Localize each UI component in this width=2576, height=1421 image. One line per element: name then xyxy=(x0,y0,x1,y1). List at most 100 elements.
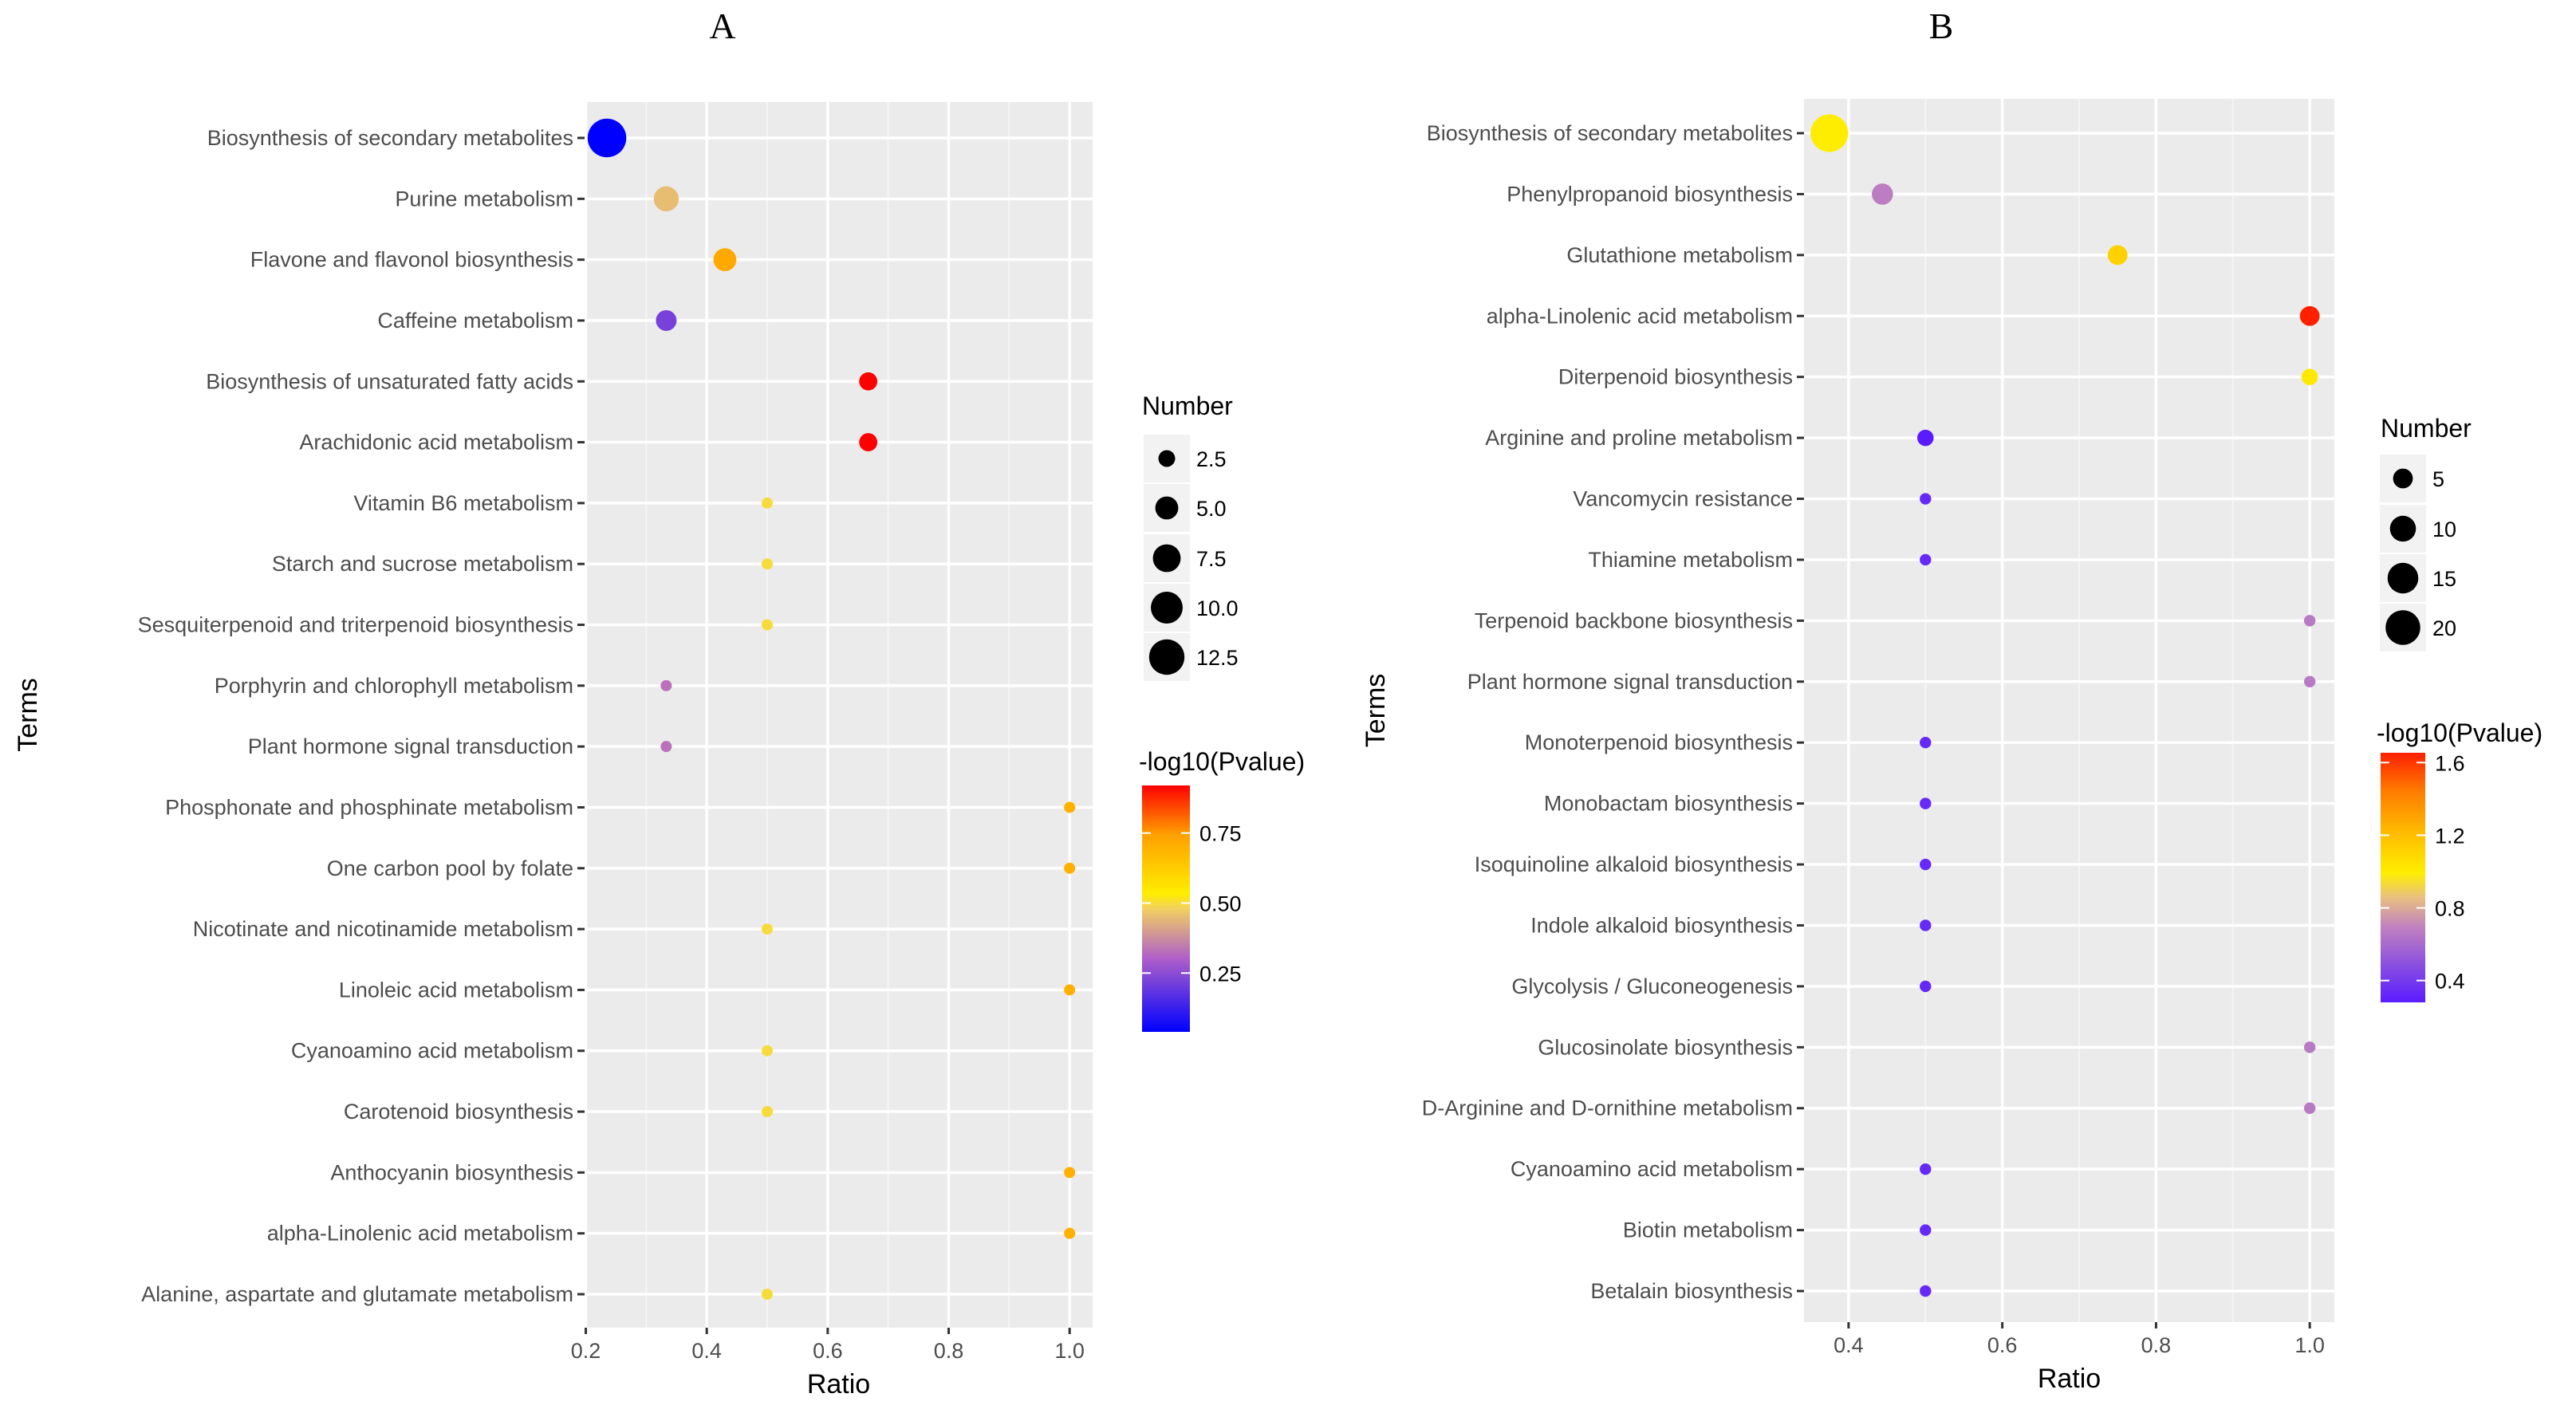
colorbar-label: 0.4 xyxy=(2435,970,2465,994)
y-tick-label: Glycolysis / Gluconeogenesis xyxy=(1511,974,1793,998)
size-legend-key xyxy=(1158,450,1176,467)
color-legend-title: -log10(Pvalue) xyxy=(1139,747,1305,776)
y-tick-label: alpha-Linolenic acid metabolism xyxy=(1487,304,1793,328)
panel-label: B xyxy=(1929,6,1954,46)
y-tick-label: Biosynthesis of unsaturated fatty acids xyxy=(206,369,573,393)
y-tick-label: Glutathione metabolism xyxy=(1566,243,1793,267)
size-legend-key xyxy=(2393,468,2413,489)
data-point xyxy=(762,923,774,935)
y-axis-title: Terms xyxy=(1361,674,1391,748)
y-tick-label: Glucosinolate biosynthesis xyxy=(1538,1035,1793,1059)
y-tick-label: Arginine and proline metabolism xyxy=(1485,426,1793,450)
x-tick-label: 0.6 xyxy=(1987,1333,2018,1357)
plot-background xyxy=(1804,99,2334,1322)
data-point xyxy=(2303,615,2316,627)
data-point xyxy=(2303,675,2316,687)
x-tick-label: 0.8 xyxy=(2141,1333,2172,1357)
size-legend-label: 7.5 xyxy=(1196,547,1227,571)
size-legend-label: 10.0 xyxy=(1196,596,1239,620)
data-point xyxy=(2303,1102,2316,1114)
size-legend-key xyxy=(2387,562,2419,594)
data-point xyxy=(1920,1163,1932,1175)
colorbar-label: 0.8 xyxy=(2435,897,2465,921)
data-point xyxy=(2107,245,2128,266)
panel-a: A 0.2 0.4 0.6 0.8 1.0 Biosynthesis of secondar… xyxy=(13,6,1305,1399)
y-tick-label: Biotin metabolism xyxy=(1623,1218,1793,1242)
y-tick-label: Monobactam biosynthesis xyxy=(1544,792,1793,816)
y-tick-label: Cyanoamino acid metabolism xyxy=(291,1039,573,1063)
y-tick-label: Isoquinoline alkaloid biosynthesis xyxy=(1475,852,1793,876)
colorbar-label: 1.6 xyxy=(2435,751,2465,775)
y-tick-label: Vancomycin resistance xyxy=(1573,487,1793,511)
size-legend-label: 5.0 xyxy=(1196,497,1227,521)
size-legend-label: 20 xyxy=(2432,616,2456,640)
y-tick-label: Thiamine metabolism xyxy=(1588,548,1793,572)
y-tick-label: Plant hormone signal transduction xyxy=(1467,670,1793,694)
y-tick-label: Purine metabolism xyxy=(395,187,573,211)
x-tick-label: 0.4 xyxy=(1834,1333,1864,1357)
colorbar-label: 0.75 xyxy=(1199,822,1242,846)
y-tick-label: One carbon pool by folate xyxy=(327,856,573,880)
data-point xyxy=(1064,1227,1076,1239)
panel-label: A xyxy=(709,6,735,46)
x-tick-label: 1.0 xyxy=(1054,1339,1085,1363)
data-point xyxy=(762,619,774,631)
data-point xyxy=(762,558,774,570)
data-point xyxy=(1064,801,1076,813)
data-point xyxy=(660,741,672,753)
x-tick-label: 0.8 xyxy=(934,1339,964,1363)
data-point xyxy=(653,186,679,212)
data-point xyxy=(713,248,737,272)
y-tick-label: Sesquiterpenoid and triterpenoid biosynt… xyxy=(138,613,573,637)
y-tick-label: Nicotinate and nicotinamide metabolism xyxy=(193,917,573,941)
panel-b: B 0.4 0.6 0.8 1.0 Biosynthesis of secondary m… xyxy=(1361,6,2543,1394)
y-tick-label: Arachidonic acid metabolism xyxy=(299,431,573,455)
colorbar xyxy=(1142,785,1190,1032)
x-tick-label: 0.4 xyxy=(691,1339,722,1363)
data-point xyxy=(1920,858,1932,871)
data-point xyxy=(587,118,627,158)
size-legend-label: 2.5 xyxy=(1196,447,1227,471)
size-legend-key xyxy=(2389,515,2416,542)
data-point xyxy=(1920,493,1932,505)
y-tick-label: Betalain biosynthesis xyxy=(1590,1279,1793,1303)
y-tick-label: Starch and sucrose metabolism xyxy=(272,552,573,576)
y-tick-label: alpha-Linolenic acid metabolism xyxy=(267,1222,573,1246)
size-legend-key xyxy=(2385,610,2420,645)
y-tick-label: Biosynthesis of secondary metabolites xyxy=(1427,121,1793,145)
size-legend-label: 15 xyxy=(2432,567,2456,591)
y-tick-label: Cyanoamino acid metabolism xyxy=(1511,1157,1793,1181)
y-tick-label: Porphyrin and chlorophyll metabolism xyxy=(215,674,573,698)
colorbar-label: 1.2 xyxy=(2435,824,2465,848)
color-legend-title: -log10(Pvalue) xyxy=(2377,718,2543,747)
data-point xyxy=(1872,183,1893,205)
plot-background xyxy=(585,102,1093,1328)
x-tick-label: 1.0 xyxy=(2294,1333,2325,1357)
y-tick-label: Anthocyanin biosynthesis xyxy=(330,1160,573,1184)
data-point xyxy=(1920,737,1932,749)
size-legend-title: Number xyxy=(2381,414,2472,443)
data-point xyxy=(1920,797,1932,809)
size-legend-key xyxy=(1148,639,1185,675)
y-tick-label: Diterpenoid biosynthesis xyxy=(1558,365,1793,389)
size-legend-label: 5 xyxy=(2432,467,2444,491)
x-axis-title: Ratio xyxy=(2038,1364,2101,1394)
data-point xyxy=(1064,1167,1076,1179)
size-legend-key xyxy=(1155,496,1179,520)
data-point xyxy=(762,1289,774,1300)
y-tick-label: Carotenoid biosynthesis xyxy=(344,1100,573,1124)
y-tick-label: Phosphonate and phosphinate metabolism xyxy=(165,795,573,819)
data-point xyxy=(859,433,878,451)
size-legend-label: 10 xyxy=(2432,518,2456,541)
colorbar-label: 0.25 xyxy=(1199,962,1242,986)
data-point xyxy=(1920,980,1932,993)
y-tick-label: Caffeine metabolism xyxy=(377,309,573,333)
data-point xyxy=(762,497,774,509)
data-point xyxy=(859,372,878,391)
y-axis-title: Terms xyxy=(13,678,43,752)
data-point xyxy=(656,309,677,331)
data-point xyxy=(2299,305,2320,326)
y-tick-label: Biosynthesis of secondary metabolites xyxy=(207,126,573,150)
colorbar xyxy=(2381,753,2425,1002)
